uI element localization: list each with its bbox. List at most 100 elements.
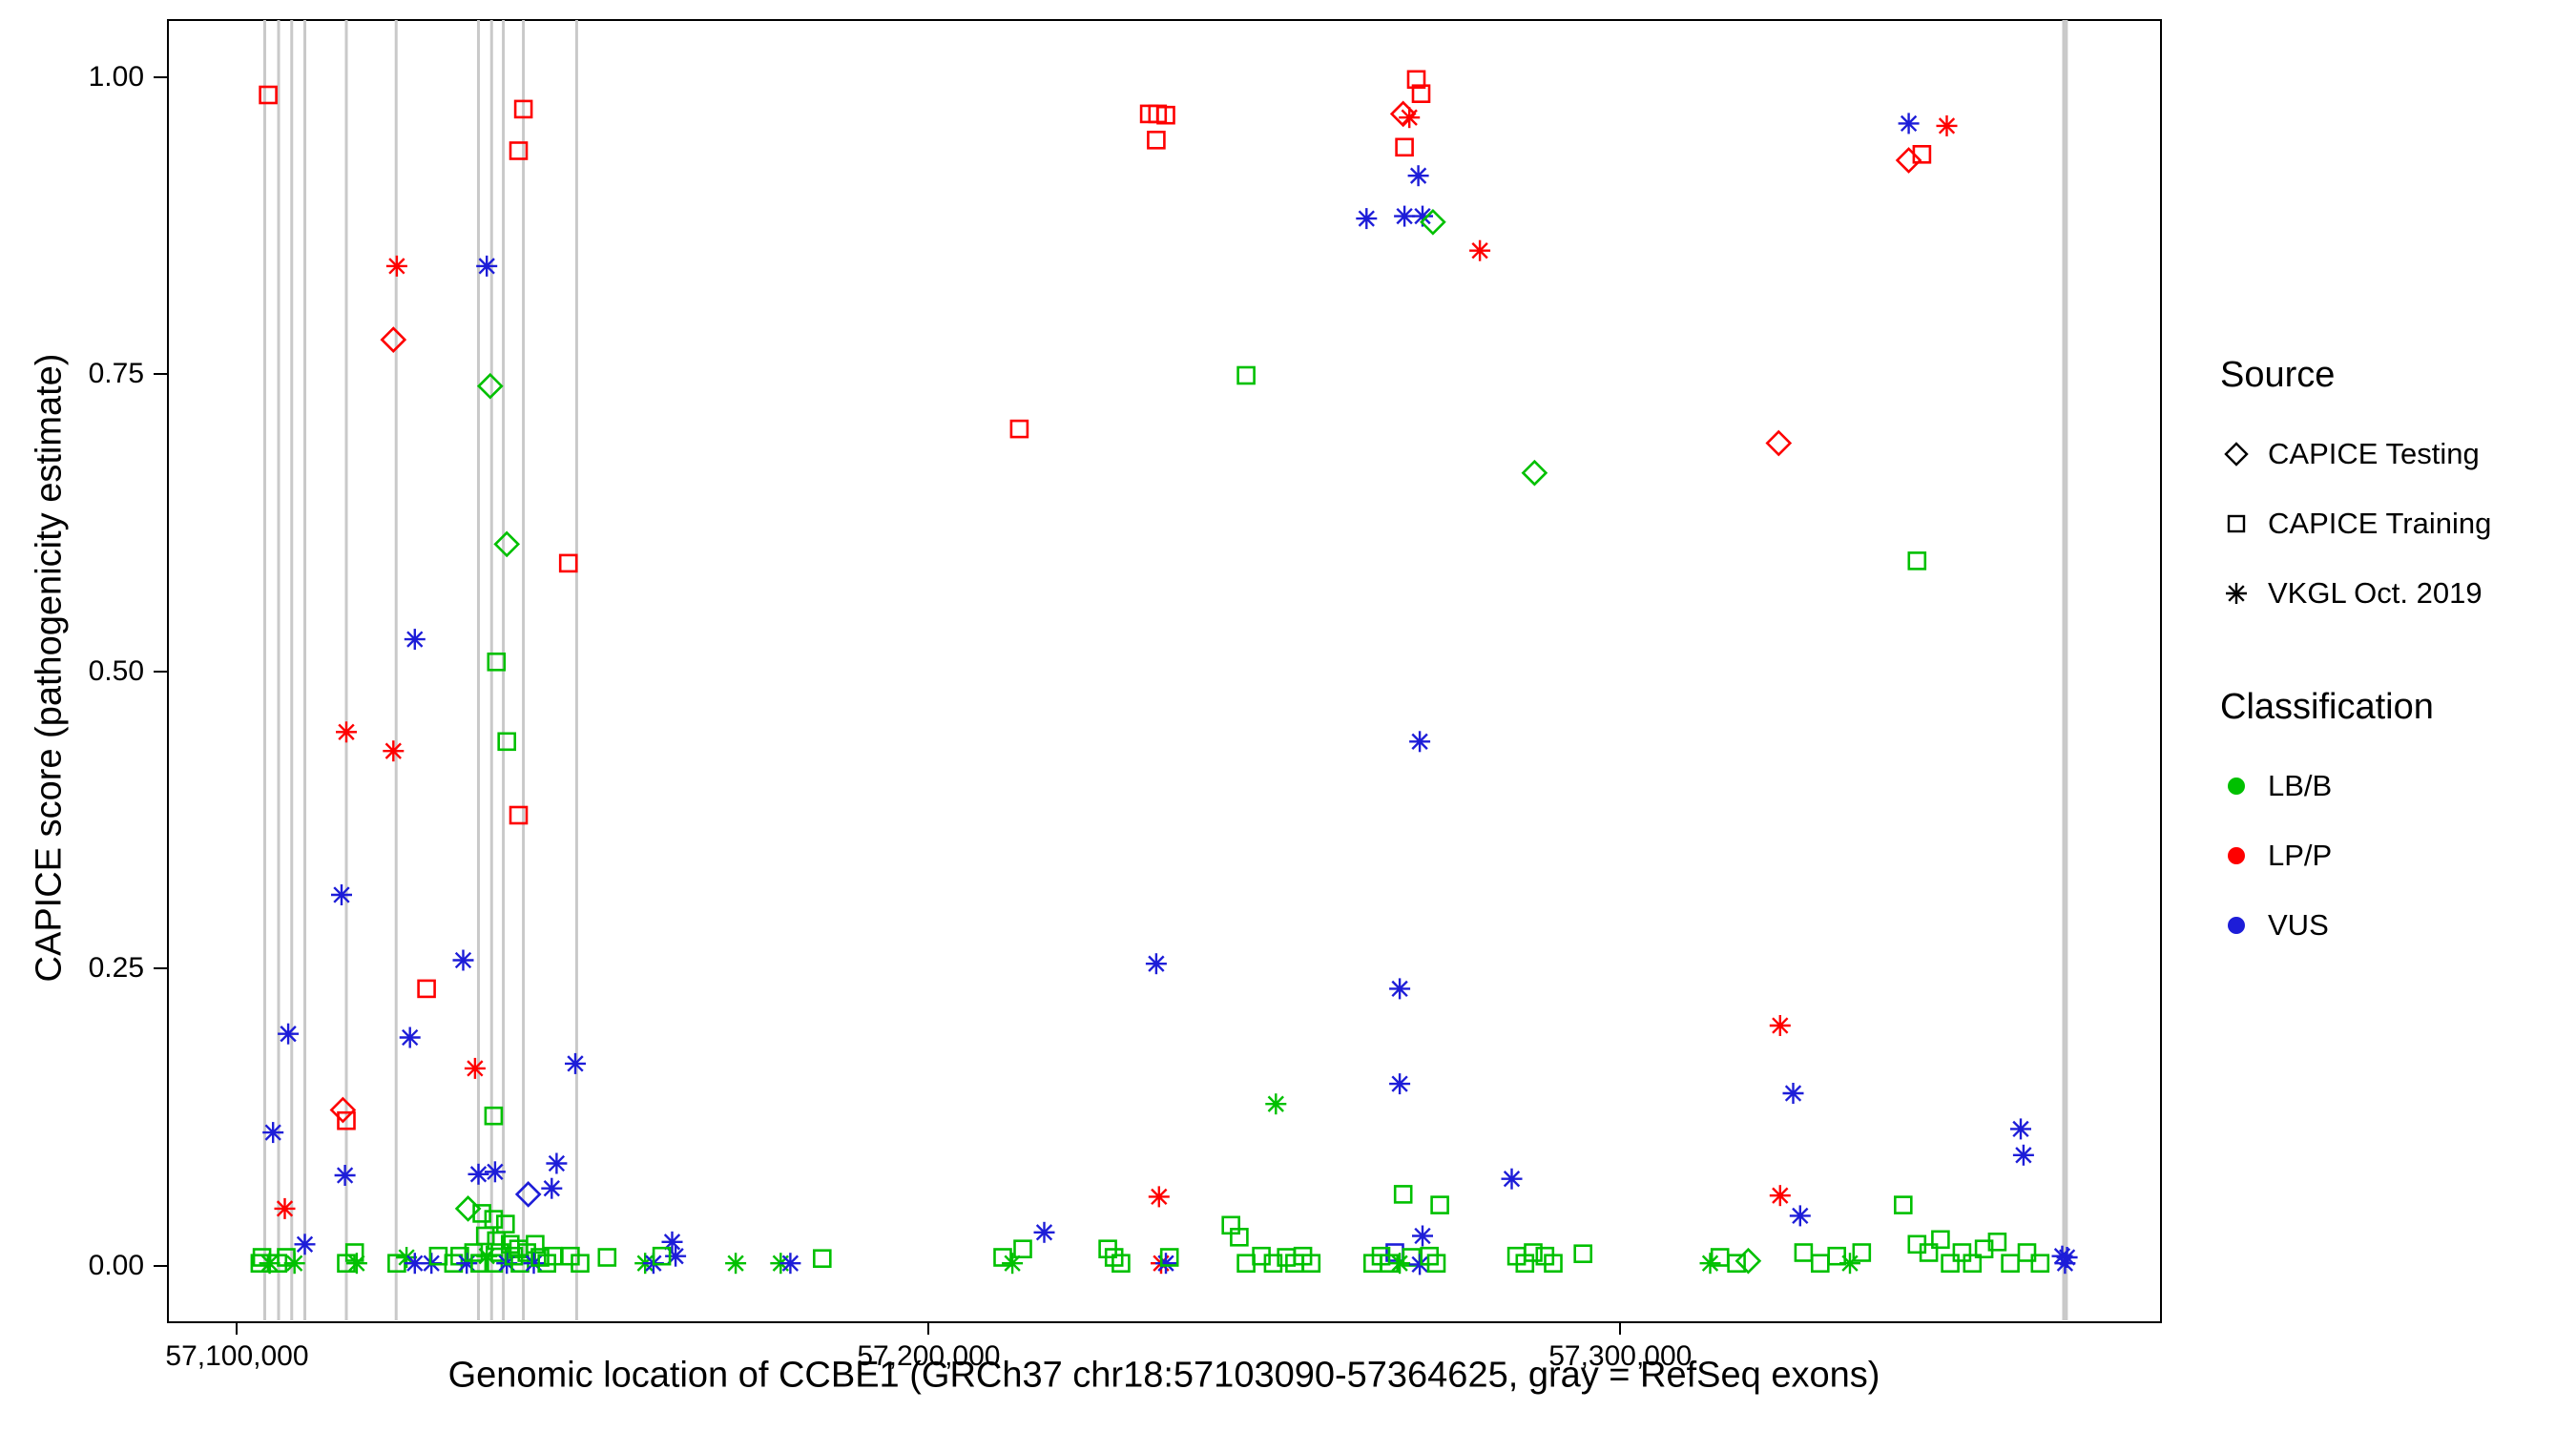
data-point <box>329 1096 357 1124</box>
legend-item-label: VUS <box>2268 907 2329 942</box>
data-point <box>1524 1243 1543 1262</box>
data-point <box>1941 1254 1960 1273</box>
legend-item-label: LB/B <box>2268 768 2333 802</box>
data-point <box>278 1023 300 1045</box>
data-point <box>417 979 436 999</box>
y-axis-tick <box>154 1264 167 1267</box>
data-point <box>380 326 407 353</box>
data-point <box>1145 953 1167 975</box>
data-point <box>1912 145 1932 164</box>
data-point <box>1230 1228 1249 1247</box>
data-point <box>1159 1248 1179 1267</box>
data-point <box>464 1057 486 1079</box>
data-point <box>1420 208 1446 236</box>
x-axis-tick <box>1619 1321 1622 1335</box>
data-point <box>1409 731 1431 753</box>
data-point <box>725 1253 747 1275</box>
data-point <box>1699 1253 1721 1275</box>
data-point <box>1009 419 1029 439</box>
data-point <box>1573 1244 1592 1263</box>
data-point <box>1952 1243 1972 1262</box>
data-point <box>812 1249 832 1268</box>
data-point <box>565 1052 586 1074</box>
y-axis-tick <box>154 75 167 78</box>
data-point <box>1544 1254 1563 1273</box>
data-point <box>546 1152 568 1174</box>
data-point <box>1794 1243 1814 1262</box>
data-point <box>2056 1247 2078 1268</box>
legend: Source CAPICE Testing CAPICE Training <box>2220 355 2491 960</box>
legend-item-lbb: LB/B <box>2220 751 2491 820</box>
legend-item-capice-testing: CAPICE Testing <box>2220 419 2491 488</box>
legend-item-capice-training: CAPICE Training <box>2220 488 2491 558</box>
data-point <box>475 1226 495 1246</box>
legend-item-label: CAPICE Training <box>2268 506 2492 540</box>
data-point <box>1839 1253 1860 1275</box>
data-point <box>779 1253 801 1275</box>
data-point <box>1411 84 1431 103</box>
x-axis-tick <box>927 1321 930 1335</box>
data-point <box>1301 1254 1321 1273</box>
data-point <box>2010 1118 2031 1140</box>
data-point <box>509 141 529 160</box>
data-point <box>1469 239 1491 261</box>
data-point <box>1963 1254 1983 1273</box>
data-point <box>1111 1254 1131 1273</box>
data-point <box>487 1231 507 1251</box>
data-point <box>1931 1230 1950 1250</box>
data-point <box>262 1122 284 1144</box>
data-point <box>541 1177 563 1199</box>
data-point <box>476 372 504 400</box>
data-point <box>1894 1195 1913 1214</box>
data-point <box>661 1231 683 1253</box>
data-point <box>1265 1093 1287 1115</box>
data-point <box>1389 978 1411 1000</box>
diamond-icon <box>2224 441 2249 467</box>
legend-item-label: VKGL Oct. 2019 <box>2268 575 2483 610</box>
data-point <box>334 1165 356 1186</box>
data-point <box>385 255 407 277</box>
data-point <box>1412 1225 1433 1247</box>
x-tick-label: 57,100,000 <box>165 1340 309 1372</box>
legend-item-vus: VUS <box>2220 890 2491 960</box>
y-tick-label: 0.25 <box>88 952 144 985</box>
data-point <box>1236 1254 1256 1273</box>
data-point <box>274 1197 296 1219</box>
data-point <box>2001 1254 2020 1273</box>
data-point <box>1765 429 1793 457</box>
y-tick-label: 0.75 <box>88 358 144 390</box>
x-tick-label: 57,200,000 <box>857 1340 1001 1372</box>
data-point <box>1827 1246 1846 1266</box>
data-point <box>1147 131 1166 150</box>
y-axis-tick <box>154 670 167 673</box>
data-point <box>1155 1253 1176 1275</box>
x-axis-title: Genomic location of CCBE1 (GRCh37 chr18:… <box>447 1355 1880 1396</box>
data-point <box>1426 1254 1446 1273</box>
data-point <box>1263 1254 1283 1273</box>
data-point <box>283 1253 305 1275</box>
asterisk-icon <box>2226 582 2247 604</box>
data-point <box>1407 165 1429 187</box>
data-point <box>337 1110 356 1130</box>
data-point <box>345 1253 367 1275</box>
data-point <box>484 1161 506 1183</box>
data-point <box>467 1163 489 1185</box>
data-point <box>2017 1243 2037 1262</box>
data-point <box>1356 208 1378 230</box>
data-point <box>497 732 517 752</box>
data-point <box>509 805 529 825</box>
data-point <box>1735 1247 1762 1275</box>
x-axis-tick <box>236 1321 239 1335</box>
data-point <box>652 1246 672 1266</box>
legend-item-lpp: LP/P <box>2220 820 2491 890</box>
data-point <box>513 99 533 119</box>
red-dot-icon <box>2228 846 2245 864</box>
y-tick-label: 0.50 <box>88 654 144 687</box>
data-point <box>558 553 578 573</box>
data-point <box>454 1195 482 1222</box>
data-point <box>1148 1186 1170 1208</box>
data-point <box>1389 1073 1411 1095</box>
data-point <box>331 884 352 905</box>
data-point <box>1769 1015 1791 1036</box>
